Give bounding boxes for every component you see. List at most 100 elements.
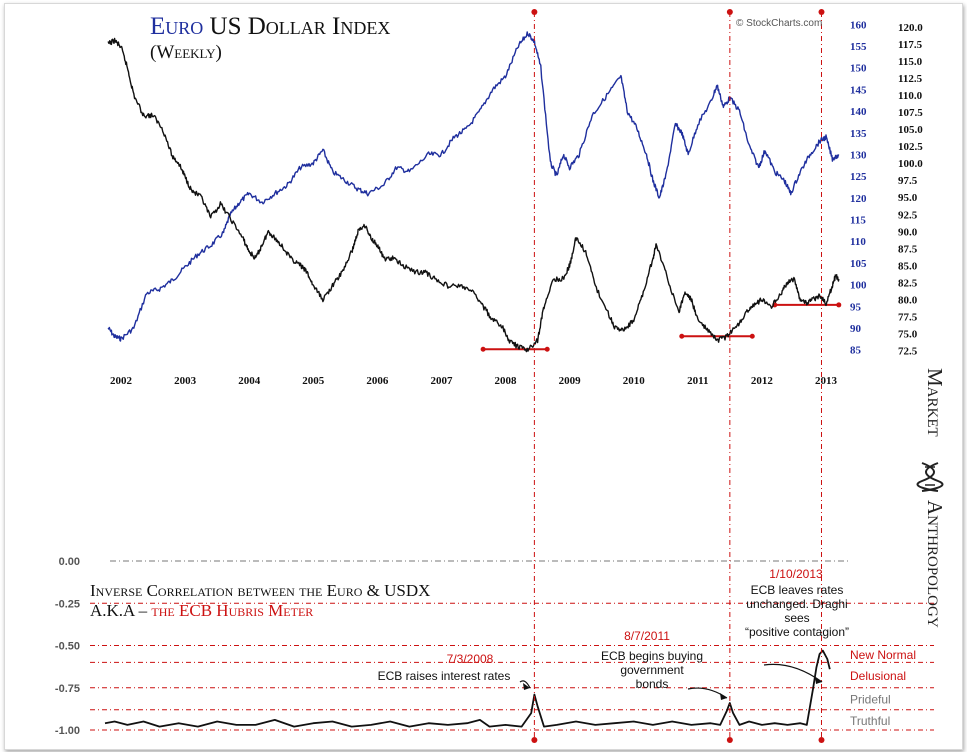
left-axis-tick-95: 95 [850, 301, 862, 313]
event-text-3-line-3: sees [784, 611, 809, 625]
top-chart-title: Euro US Dollar Index [150, 13, 390, 40]
brand-line2: Anthropology [923, 500, 947, 628]
watermark: © StockCharts.com [736, 18, 822, 29]
left-axis-tick-130: 130 [850, 149, 867, 161]
right-axis-tick-105.0: 105.0 [898, 124, 923, 136]
event-arrowhead-2 [720, 693, 727, 700]
event-text-3-line-4: “positive contagion” [745, 625, 849, 639]
right-axis-tick-92.5: 92.5 [898, 209, 918, 221]
x-tick-label-2008: 2008 [495, 375, 518, 387]
x-tick-label-2007: 2007 [430, 375, 453, 387]
event-line-1-bottom-dot [531, 737, 538, 743]
zone-label-delusional: Delusional [850, 669, 906, 683]
subtitle-highlight: the ECB Hubris Meter [151, 601, 313, 620]
x-tick-label-2011: 2011 [687, 375, 708, 387]
title-rest: US Dollar Index [203, 13, 390, 40]
left-axis-tick-140: 140 [850, 106, 867, 118]
usdx-line [107, 37, 840, 353]
correlation-series [104, 649, 831, 728]
corr-tick--0.25: -0.25 [55, 598, 80, 610]
left-axis-tick-115: 115 [850, 215, 866, 227]
event-arrowhead-1 [523, 683, 530, 690]
event-line-3-bottom-dot [818, 737, 825, 743]
right-axis-tick-77.5: 77.5 [898, 312, 918, 324]
event-text-2-line-1: ECB begins buying [601, 649, 703, 663]
chart-frame [4, 3, 963, 750]
right-axis-tick-90.0: 90.0 [898, 226, 918, 238]
right-axis-tick-82.5: 82.5 [898, 277, 918, 289]
left-axis-tick-105: 105 [850, 258, 867, 270]
price-series [107, 31, 840, 353]
event-markers: 7/3/2008 ECB raises interest rates 8/7/201… [378, 9, 849, 743]
brand-block: Market Anthropology [916, 368, 947, 628]
subtitle-prefix: A.K.A – [90, 601, 151, 620]
event-arrowhead-3 [815, 677, 822, 684]
right-axis-tick-100.0: 100.0 [898, 158, 923, 170]
x-tick-label-2005: 2005 [302, 375, 325, 387]
left-axis-tick-110: 110 [850, 236, 866, 248]
event-date-3: 1/10/2013 [769, 567, 823, 581]
event-date-1: 7/3/2008 [447, 652, 494, 666]
event-text-2-line-2: government [620, 663, 684, 677]
right-axis-tick-115.0: 115.0 [898, 56, 923, 68]
x-tick-label-2013: 2013 [815, 375, 838, 387]
support-line-2-end [749, 333, 755, 339]
x-tick-label-2006: 2006 [366, 375, 389, 387]
event-line-1-top-dot [531, 9, 538, 15]
right-axis-tick-110.0: 110.0 [898, 90, 923, 102]
right-axis-tick-107.5: 107.5 [898, 107, 923, 119]
event-date-2: 8/7/2011 [624, 629, 670, 643]
corr-tick--1.00: -1.00 [55, 725, 80, 737]
support-line-2-start [679, 333, 685, 339]
dna-helix-icon [916, 462, 944, 492]
right-axis-tick-87.5: 87.5 [898, 243, 918, 255]
left-axis-tick-100: 100 [850, 280, 867, 292]
right-axis-tick-97.5: 97.5 [898, 175, 918, 187]
left-axis-tick-85: 85 [850, 345, 862, 357]
right-axis-tick-117.5: 117.5 [898, 39, 923, 51]
left-axis-tick-145: 145 [850, 84, 867, 96]
event-text-2-line-3: bonds [636, 677, 669, 691]
right-axis-tick-85.0: 85.0 [898, 260, 918, 272]
x-tick-label-2004: 2004 [238, 375, 261, 387]
event-arrow-3 [763, 663, 823, 683]
correlation-axes: 0.00 -0.25 -0.50 -0.75 -1.00 New Normal Delusi… [55, 556, 916, 737]
zone-label-truthful: Truthful [850, 714, 890, 728]
x-tick-label-2012: 2012 [751, 375, 774, 387]
x-tick-label-2010: 2010 [623, 375, 646, 387]
right-axis-tick-80.0: 80.0 [898, 294, 918, 306]
correlation-grid [90, 560, 934, 731]
bottom-chart-title: Inverse Correlation between the Euro & U… [90, 581, 430, 600]
right-axis-tick-95.0: 95.0 [898, 192, 918, 204]
left-axis-tick-150: 150 [850, 63, 867, 75]
left-axis-tick-125: 125 [850, 171, 867, 183]
left-axis-tick-160: 160 [850, 19, 867, 31]
event-line-3-top-dot [818, 9, 825, 15]
left-axis-tick-135: 135 [850, 128, 867, 140]
left-axis-tick-155: 155 [850, 41, 867, 53]
event-arrow-1 [519, 680, 531, 689]
right-axis-tick-72.5: 72.5 [898, 346, 918, 358]
x-tick-label-2003: 2003 [174, 375, 197, 387]
right-axis-tick-112.5: 112.5 [898, 73, 923, 85]
event-text-1-line-1: ECB raises interest rates [378, 669, 511, 683]
x-tick-label-2009: 2009 [559, 375, 582, 387]
brand-line1: Market [923, 368, 947, 437]
event-line-2-top-dot [726, 9, 733, 15]
corr-tick-0.00: 0.00 [59, 556, 80, 568]
bottom-chart-subtitle: A.K.A – the ECB Hubris Meter [90, 601, 313, 620]
zone-label-prideful: Prideful [850, 693, 891, 707]
correlation-line [104, 649, 831, 728]
right-axis-tick-120.0: 120.0 [898, 22, 923, 34]
top-chart-axes: 2002 2003 2004 2005 2006 2007 2008 2009 2010 2011… [110, 19, 923, 387]
left-axis-tick-120: 120 [850, 193, 867, 205]
right-axis-tick-102.5: 102.5 [898, 141, 923, 153]
event-line-2-bottom-dot [726, 737, 733, 743]
corr-tick--0.75: -0.75 [55, 683, 80, 695]
zone-label-new-normal: New Normal [850, 648, 916, 662]
support-line-3-end [836, 302, 842, 308]
event-text-3-line-1: ECB leaves rates [751, 583, 844, 597]
support-line-1-end [544, 346, 550, 352]
event-text-3-line-2: unchanged. Draghi [746, 597, 847, 611]
corr-tick--0.50: -0.50 [55, 641, 80, 653]
